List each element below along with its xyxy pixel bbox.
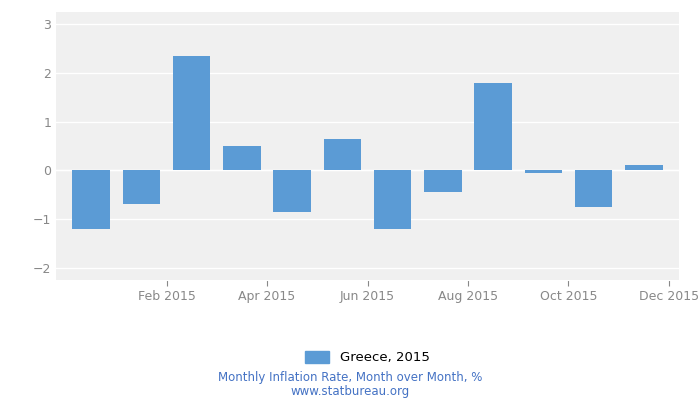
Bar [374,170,412,229]
Text: www.statbureau.org: www.statbureau.org [290,386,410,398]
Bar [223,146,260,170]
Bar [424,170,462,192]
Bar [575,170,612,207]
Bar [173,56,211,170]
Bar [475,83,512,170]
Bar [273,170,311,212]
Bar [72,170,110,229]
Bar [122,170,160,204]
Bar [323,139,361,170]
Bar [625,166,663,170]
Legend: Greece, 2015: Greece, 2015 [300,346,435,370]
Text: Monthly Inflation Rate, Month over Month, %: Monthly Inflation Rate, Month over Month… [218,372,482,384]
Bar [524,170,562,173]
